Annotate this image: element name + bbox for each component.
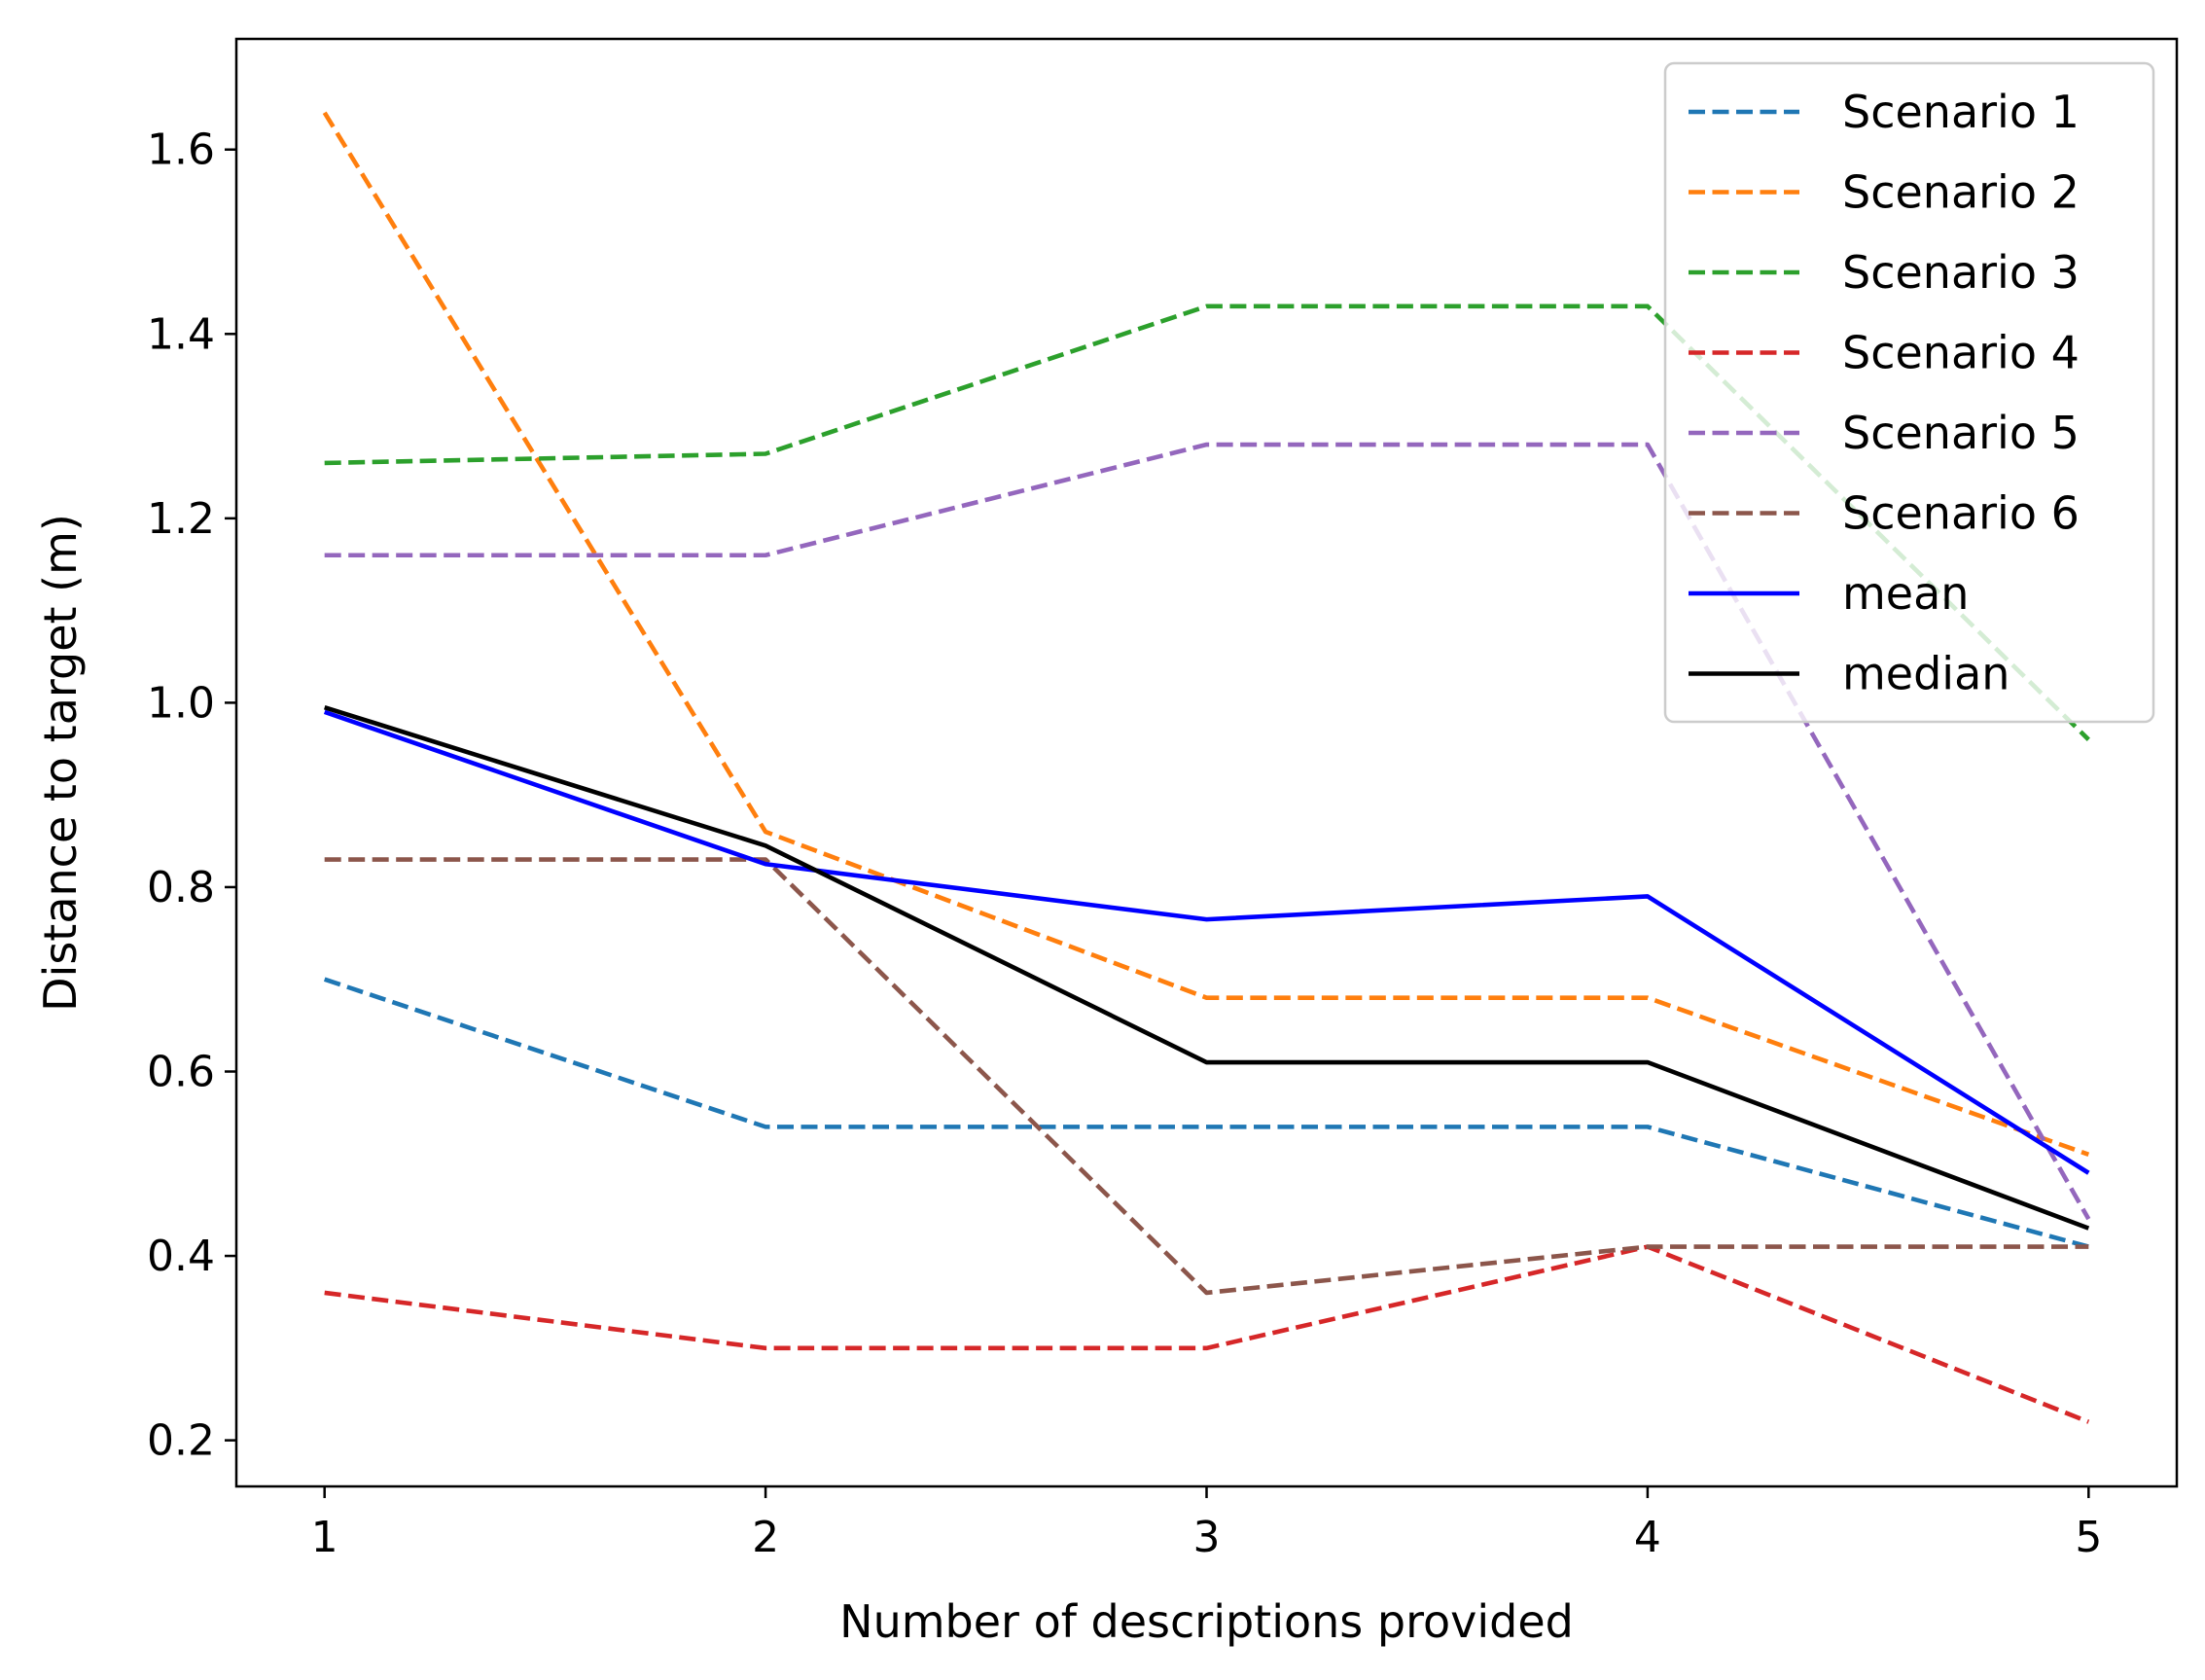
legend: Scenario 1 Scenario 2 Scenario 3 Scenario 4…: [1663, 61, 2155, 724]
x-tick-label: 3: [1193, 1513, 1221, 1562]
legend-box: [1663, 61, 2155, 724]
plot-frame: [234, 37, 2179, 1488]
legend-label: mean: [1842, 567, 1969, 620]
y-tick-label: 0.2: [147, 1416, 215, 1466]
series-line-scenario-4: [324, 1244, 2090, 1424]
legend-label: Scenario 6: [1842, 487, 2080, 540]
y-tick-label: 0.8: [147, 863, 215, 912]
series-line-median: [323, 704, 2090, 1231]
legend-label: median: [1842, 648, 2009, 700]
series-line-scenario-6: [324, 857, 2089, 1296]
series-line-scenario-1: [323, 977, 2089, 1249]
legend-label: Scenario 4: [1842, 327, 2080, 379]
y-axis-ticks: 0.2 0.4 0.6 0.8 1.0 1.2 1.4 1.6: [147, 125, 236, 1466]
series-line-scenario-2: [322, 111, 2090, 1157]
legend-label: Scenario 1: [1842, 86, 2080, 138]
x-axis-label: Number of descriptions provided: [839, 1595, 1574, 1648]
y-tick-label: 1.6: [147, 125, 215, 175]
legend-label: Scenario 3: [1842, 246, 2080, 299]
y-axis-label: Distance to target (m): [34, 514, 87, 1012]
series-line-mean: [323, 709, 2090, 1175]
x-tick-label: 4: [1634, 1513, 1661, 1562]
y-tick-label: 1.4: [147, 309, 215, 359]
x-tick-label: 5: [2075, 1513, 2102, 1562]
y-tick-label: 0.6: [147, 1048, 215, 1097]
y-tick-label: 1.2: [147, 494, 215, 544]
x-axis-ticks: 1 2 3 4 5: [311, 1486, 2102, 1562]
legend-label: Scenario 2: [1842, 166, 2080, 219]
x-tick-label: 1: [311, 1513, 338, 1562]
x-tick-label: 2: [752, 1513, 779, 1562]
y-tick-label: 1.0: [147, 678, 215, 728]
y-tick-label: 0.4: [147, 1232, 215, 1281]
series-lines: [322, 111, 2091, 1424]
legend-label: Scenario 5: [1842, 407, 2080, 459]
